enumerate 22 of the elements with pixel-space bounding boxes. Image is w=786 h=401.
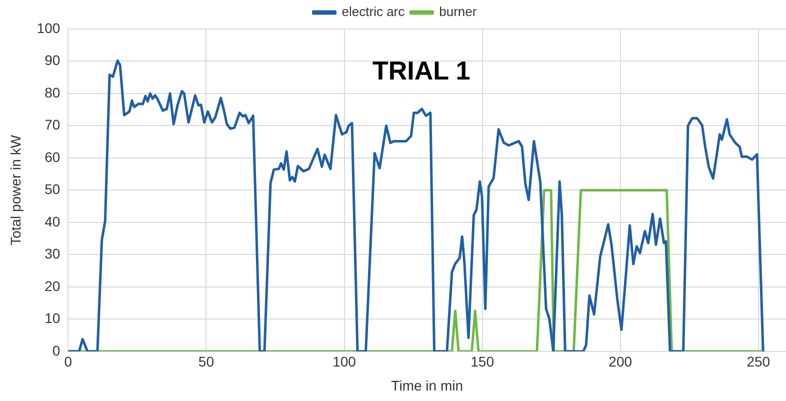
text: TRIAL 1 [372,55,470,86]
y-tick-label: 100 [36,20,60,36]
y-tick-label: 30 [44,246,60,262]
y-tick-label: 40 [44,213,60,230]
x-tick-label: 50 [198,354,214,370]
x-tick-label: 150 [470,354,494,370]
x-tick-label: 0 [64,354,72,370]
y-tick-label: 10 [44,310,60,326]
y-tick-label: 90 [44,52,60,68]
y-tick-label: 70 [44,116,60,133]
y-tick-label: 60 [44,148,60,165]
x-tick-label: 250 [746,354,770,370]
y-tick-label: 20 [44,278,60,294]
legend-label: burner [439,4,478,20]
y-tick-label: 0 [52,342,60,358]
x-axis-title: Time in min [391,377,463,394]
y-tick-label: 80 [44,84,60,100]
x-tick-label: 100 [332,354,356,370]
legend-label: electric arc [342,4,406,20]
y-tick-label: 50 [44,181,60,198]
y-axis-title: Total power in kW [7,134,24,246]
x-tick-label: 200 [608,354,632,370]
